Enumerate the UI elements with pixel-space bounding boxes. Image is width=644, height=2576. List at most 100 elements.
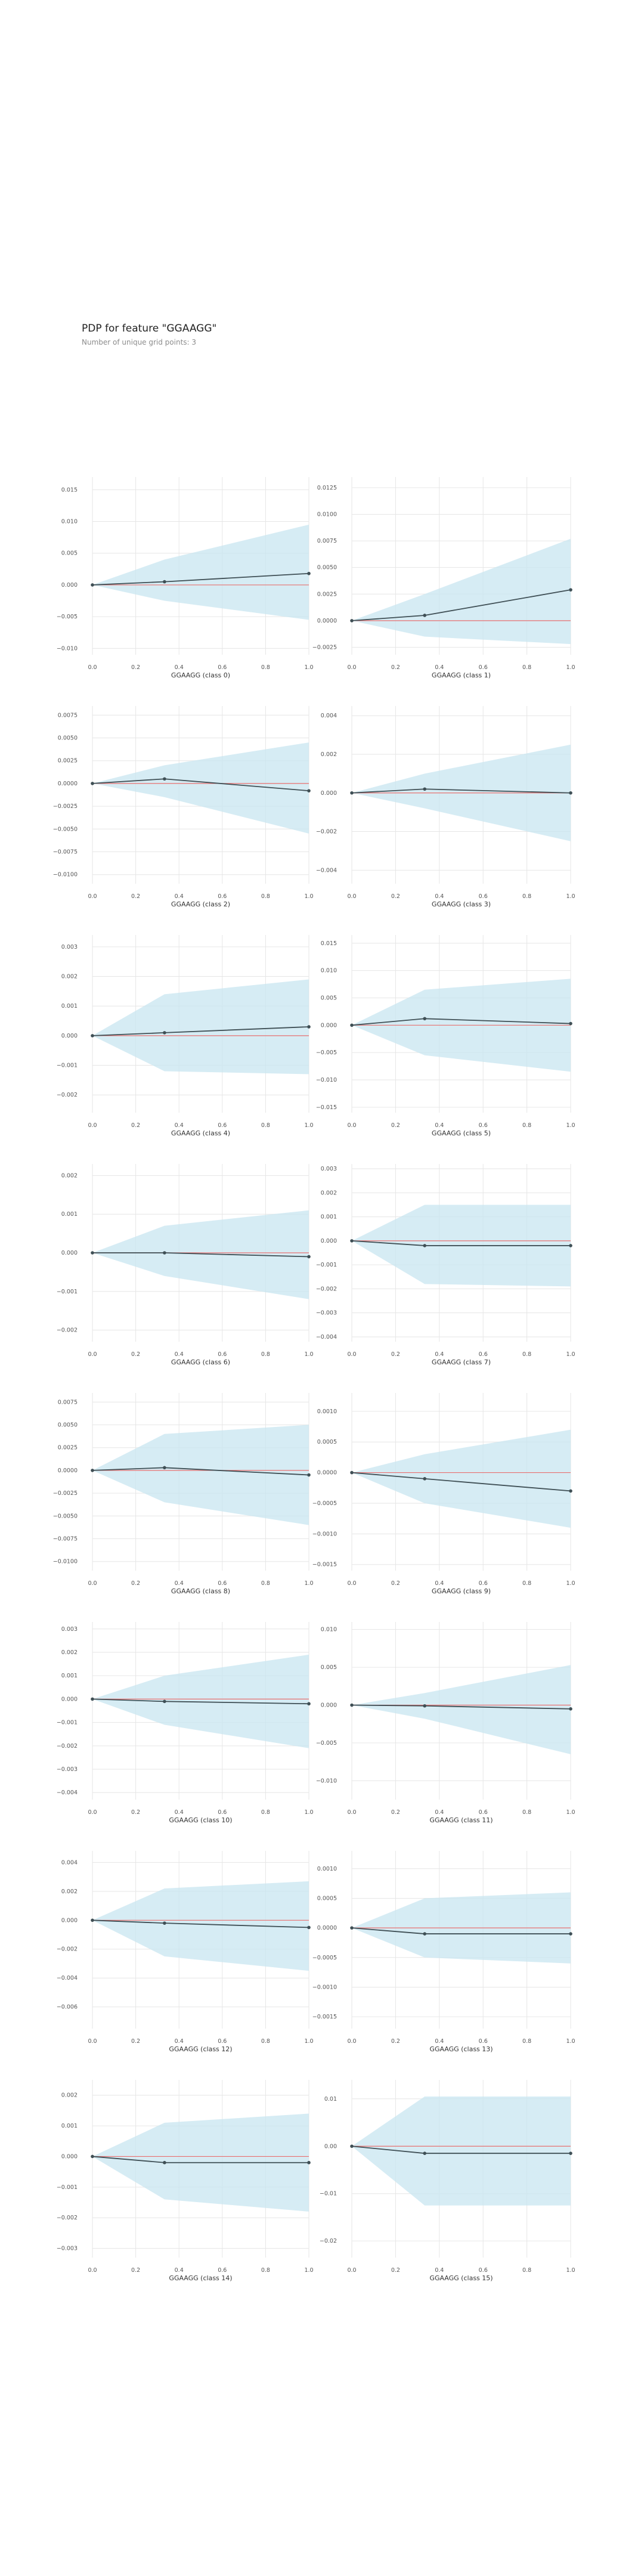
pdp-chart-class-1: 0.0125 0.0100 0.0075 0.0050 0.0025 0.0000 −0.0… [312,477,575,679]
y-tick-label: −0.004 [316,867,337,874]
x-tick-label: 0.4 [435,893,444,900]
pdp-point [350,1926,354,1930]
y-tick-label: −0.001 [57,1063,78,1069]
y-tick-label: −0.015 [316,1104,337,1111]
x-axis-label: GGAAGG (class 5) [432,1129,491,1137]
y-tick-label: −0.0010 [312,1984,337,1990]
x-tick-label: 1.0 [566,664,575,671]
x-tick-label: 0.2 [391,1351,400,1358]
x-tick-label: 0.4 [435,664,444,671]
pdp-chart-class-4: 0.003 0.002 0.001 0.000 −0.001 −0.002 0.0 0.2 0.… [57,935,314,1137]
x-tick-label: 1.0 [566,1580,575,1587]
x-axis-label: GGAAGG (class 13) [429,2045,493,2053]
y-tick-label: −0.004 [316,1334,337,1340]
x-tick-label: 0.2 [131,1809,140,1816]
y-tick-label: 0.0050 [58,1422,78,1428]
pdp-point [91,1251,94,1255]
pdp-point [350,1703,354,1707]
x-tick-label: 0.0 [88,1580,97,1587]
x-axis-label: GGAAGG (class 4) [171,1129,230,1137]
x-tick-label: 0.8 [261,1809,270,1816]
x-tick-label: 0.8 [261,2038,270,2045]
pdp-point [350,1239,354,1243]
x-tick-label: 0.4 [435,1580,444,1587]
y-tick-label: 0.003 [61,1626,78,1633]
x-tick-label: 0.2 [131,1122,140,1129]
x-tick-label: 1.0 [566,2267,575,2274]
x-tick-label: 0.8 [261,893,270,900]
x-tick-label: 0.0 [88,1351,97,1358]
x-axis-label: GGAAGG (class 0) [171,671,230,679]
y-tick-label: −0.003 [316,1310,337,1317]
y-tick-label: −0.002 [57,1743,78,1750]
y-tick-label: 0.0075 [317,538,337,544]
pdp-point [423,1932,427,1936]
x-tick-label: 0.0 [347,2267,356,2274]
x-tick-label: 0.6 [479,893,488,900]
pdp-point [569,588,572,592]
pdp-chart-class-8: 0.0075 0.0050 0.0025 0.0000 −0.0025 −0.0050 −0… [53,1393,314,1595]
pdp-point [350,1023,354,1027]
y-tick-label: 0.000 [61,1917,78,1924]
pdp-chart-class-2: 0.0075 0.0050 0.0025 0.0000 −0.0025 −0.0050 −0… [53,706,314,908]
x-tick-label: 1.0 [304,2267,313,2274]
y-tick-label: 0.002 [61,1172,78,1179]
x-tick-label: 0.6 [218,2038,227,2045]
confidence-band [92,1425,309,1525]
pdp-point [350,2144,354,2148]
y-tick-label: 0.0075 [58,1399,78,1405]
pdp-point [163,580,166,584]
x-tick-label: 1.0 [566,1351,575,1358]
pdp-point [307,1473,311,1477]
y-tick-label: 0.0000 [58,1467,78,1474]
y-tick-label: 0.00 [324,2143,337,2150]
x-tick-label: 0.6 [479,1580,488,1587]
pdp-point [423,1017,427,1021]
x-axis-label: GGAAGG (class 1) [432,671,491,679]
x-tick-label: 1.0 [304,2038,313,2045]
confidence-band [352,2096,571,2206]
x-tick-label: 1.0 [304,1580,313,1587]
y-tick-label: 0.01 [324,2096,337,2103]
x-tick-label: 0.0 [347,1122,356,1129]
y-tick-label: −0.001 [316,1262,337,1268]
y-tick-label: 0.000 [61,1696,78,1702]
x-tick-label: 0.8 [522,1809,531,1816]
y-tick-label: 0.005 [61,550,78,557]
pdp-chart-class-15: 0.01 0.00 −0.01 −0.02 0.0 0.2 0.4 0.6 0.8 1.0 GGAA… [320,2080,575,2282]
y-tick-label: −0.004 [57,1975,78,1981]
pdp-point [307,2160,311,2165]
y-tick-label: −0.0050 [53,826,78,832]
x-tick-label: 0.4 [175,1809,184,1816]
pdp-point [423,787,427,791]
x-tick-label: 0.0 [88,2038,97,2045]
y-tick-label: 0.000 [321,1238,337,1244]
x-tick-label: 1.0 [566,1809,575,1816]
y-tick-label: −0.0015 [312,1562,337,1568]
y-tick-label: −0.002 [57,2215,78,2221]
pdp-chart-class-7: 0.003 0.002 0.001 0.000 −0.001 −0.002 −0.003 −0… [316,1164,575,1366]
y-tick-label: −0.0025 [53,803,78,810]
confidence-band [352,1429,571,1528]
x-tick-label: 0.4 [435,1351,444,1358]
x-tick-label: 0.8 [522,664,531,671]
x-tick-label: 0.6 [218,664,227,671]
y-tick-label: −0.0025 [312,645,337,651]
y-tick-label: 0.0000 [317,618,337,624]
y-tick-label: −0.005 [316,1740,337,1747]
x-tick-label: 0.2 [391,1580,400,1587]
y-tick-label: 0.001 [61,1211,78,1218]
x-tick-label: 0.2 [131,893,140,900]
y-tick-label: 0.0025 [58,1445,78,1451]
x-tick-label: 0.8 [261,664,270,671]
x-tick-label: 0.4 [175,1351,184,1358]
y-tick-label: −0.005 [316,1049,337,1056]
y-tick-label: 0.002 [61,1888,78,1895]
x-tick-label: 1.0 [304,893,313,900]
x-tick-label: 0.4 [435,2267,444,2274]
y-tick-label: −0.003 [57,1766,78,1773]
y-tick-label: 0.0000 [58,781,78,787]
y-tick-label: 0.000 [321,1022,337,1029]
x-tick-label: 0.0 [347,1580,356,1587]
